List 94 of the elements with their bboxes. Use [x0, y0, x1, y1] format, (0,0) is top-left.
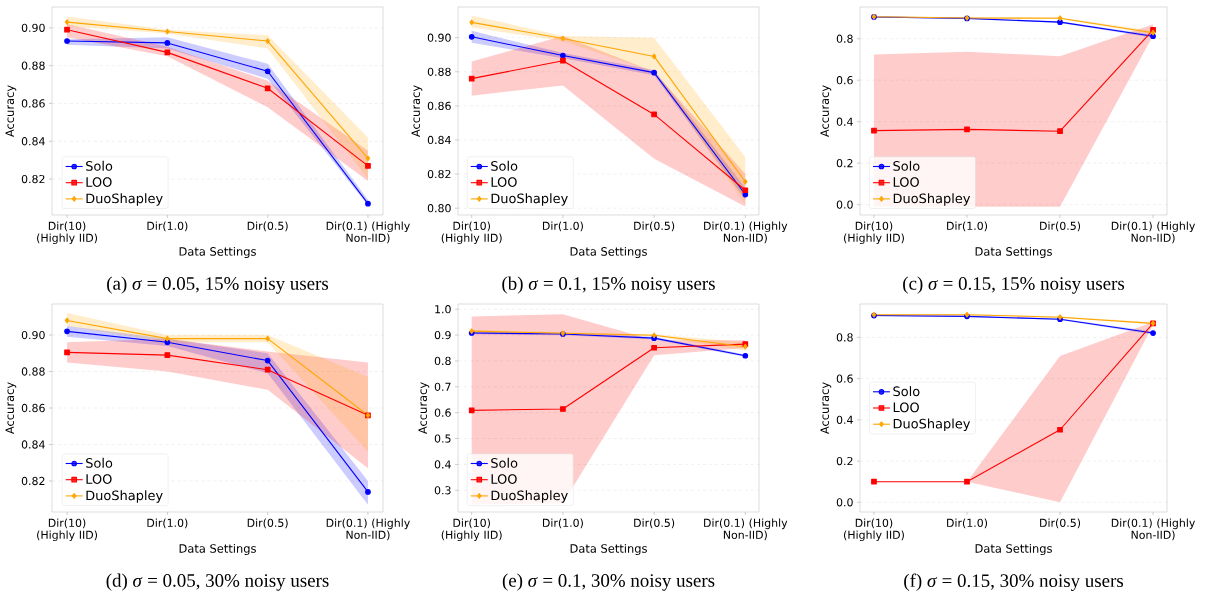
x-tick-label: Dir(0.5)	[1040, 221, 1081, 232]
text: (c) σ = 0.15, 15% noisy users	[903, 276, 1125, 294]
y-tick-label: 0.90	[21, 23, 45, 32]
x-tick-label: Dir(1.0)	[542, 221, 583, 232]
y-tick-label: 0.4	[434, 460, 451, 469]
x-tick-label: Dir(10) (Highly IID)	[843, 221, 904, 245]
x-axis-title: Data Settings	[570, 246, 647, 258]
x-tick-label: Dir(0.5)	[634, 221, 675, 232]
y-tick-label: 0.8	[836, 333, 853, 342]
x-tick-label: Dir(0.5)	[1040, 518, 1081, 529]
x-tick-label: Dir(0.1) (Highly Non-IID)	[1111, 518, 1196, 541]
y-tick-label: 0.86	[427, 101, 451, 111]
y-tick-label: 0.2	[836, 456, 853, 466]
legend-label: Solo	[491, 457, 518, 468]
y-tick-label: 0.6	[434, 408, 451, 417]
legend-label: LOO	[491, 177, 517, 187]
legend-label: LOO	[893, 402, 919, 413]
x-axis-title: Data Settings	[975, 543, 1052, 555]
y-tick-label: 0.82	[427, 169, 451, 179]
y-tick-label: 0.88	[427, 67, 451, 76]
x-tick-label: Dir(10) (Highly IID)	[441, 221, 502, 245]
legend-label: DuoShapley	[893, 418, 971, 432]
y-tick-label: 0.4	[836, 117, 853, 126]
x-tick-label: Dir(0.1) (Highly Non-IID)	[326, 518, 410, 541]
y-axis-title: Accuracy	[5, 382, 17, 435]
x-tick-label: Dir(0.5)	[247, 221, 288, 232]
x-tick-label: Dir(1.0)	[147, 221, 188, 232]
y-tick-label: 0.0	[836, 498, 853, 507]
y-tick-label: 0.8	[434, 356, 451, 366]
text: (b) σ = 0.1, 15% noisy users	[502, 276, 715, 294]
legend-label: LOO	[491, 474, 517, 484]
y-tick-label: 0.5	[434, 434, 451, 443]
legend-label: DuoShapley	[86, 193, 163, 206]
y-tick-label: 0.3	[434, 486, 451, 495]
x-tick-label: Dir(10) (Highly IID)	[441, 518, 502, 542]
text: (a) σ = 0.05, 15% noisy users	[107, 276, 329, 294]
legend-label: Solo	[893, 386, 920, 397]
y-axis-title: Accuracy	[411, 85, 423, 138]
x-axis-title: Data Settings	[179, 543, 256, 555]
legend-label: LOO	[86, 177, 112, 187]
y-tick-label: 0.4	[836, 415, 853, 424]
x-tick-label: Dir(0.1) (Highly Non-IID)	[1111, 221, 1196, 244]
y-tick-label: 1.0	[435, 305, 451, 314]
y-tick-label: 0.6	[836, 374, 853, 383]
y-tick-label: 0.88	[21, 61, 45, 70]
y-axis-title: Accuracy	[5, 85, 17, 138]
y-tick-label: 0.88	[21, 367, 45, 376]
legend-label: LOO	[86, 474, 112, 484]
y-axis-title: Accuracy	[418, 382, 430, 435]
x-tick-label: Dir(0.1) (Highly Non-IID)	[326, 221, 410, 244]
y-axis-title: Accuracy	[820, 382, 832, 435]
legend-label: Solo	[86, 457, 113, 468]
x-axis-title: Data Settings	[975, 246, 1052, 258]
x-axis-title: Data Settings	[179, 246, 256, 258]
x-tick-label: Dir(1.0)	[147, 518, 188, 529]
y-tick-label: 0.84	[21, 440, 45, 449]
y-tick-label: 0.90	[21, 330, 45, 340]
x-tick-label: Dir(10) (Highly IID)	[37, 518, 98, 542]
legend-label: Solo	[86, 160, 113, 171]
x-tick-label: Dir(10) (Highly IID)	[37, 221, 98, 245]
y-tick-label: 0.80	[427, 204, 451, 213]
y-tick-label: 0.86	[21, 403, 45, 413]
x-tick-label: Dir(1.0)	[947, 518, 988, 529]
y-tick-label: 0.2	[836, 159, 853, 168]
legend-label: DuoShapley	[491, 193, 568, 206]
x-tick-label: Dir(1.0)	[947, 221, 988, 232]
y-tick-label: 0.6	[836, 76, 853, 85]
x-tick-label: Dir(0.5)	[634, 518, 675, 529]
y-tick-label: 0.9	[434, 330, 451, 340]
y-tick-label: 0.86	[21, 99, 45, 108]
legend-label: DuoShapley	[86, 490, 163, 503]
y-tick-label: 0.7	[434, 382, 451, 391]
x-tick-label: Dir(0.5)	[247, 518, 288, 529]
legend-label: DuoShapley	[491, 490, 568, 503]
x-tick-label: Dir(0.1) (Highly Non-IID)	[704, 221, 788, 244]
y-tick-label: 0.84	[21, 137, 45, 146]
y-tick-label: 0.84	[427, 135, 451, 145]
y-tick-label: 0.82	[21, 476, 45, 486]
text: (f) σ = 0.15, 30% noisy users	[904, 573, 1124, 591]
y-axis-title: Accuracy	[820, 85, 832, 138]
x-tick-label: Dir(10) (Highly IID)	[843, 518, 904, 542]
y-tick-label: 0.90	[427, 33, 451, 42]
legend-label: DuoShapley	[893, 193, 971, 206]
y-tick-label: 0.8	[836, 34, 853, 43]
y-tick-label: 0.0	[836, 200, 853, 209]
legend-label: Solo	[491, 160, 518, 171]
text: (e) σ = 0.1, 30% noisy users	[502, 573, 715, 591]
y-tick-label: 0.82	[21, 174, 45, 184]
legend-label: LOO	[893, 177, 919, 187]
x-tick-label: Dir(1.0)	[542, 518, 583, 529]
text: (d) σ = 0.05, 30% noisy users	[106, 573, 329, 591]
legend-label: Solo	[893, 160, 920, 171]
x-tick-label: Dir(0.1) (Highly Non-IID)	[704, 518, 788, 541]
x-axis-title: Data Settings	[570, 543, 647, 555]
